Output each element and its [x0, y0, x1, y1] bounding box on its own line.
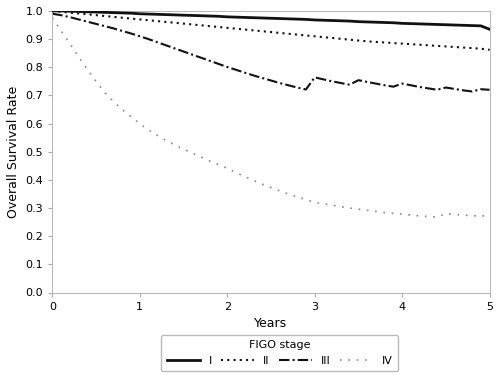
Legend: I, II, III, IV: I, II, III, IV — [161, 335, 398, 371]
X-axis label: Years: Years — [254, 317, 288, 330]
Y-axis label: Overall Survival Rate: Overall Survival Rate — [7, 86, 20, 218]
